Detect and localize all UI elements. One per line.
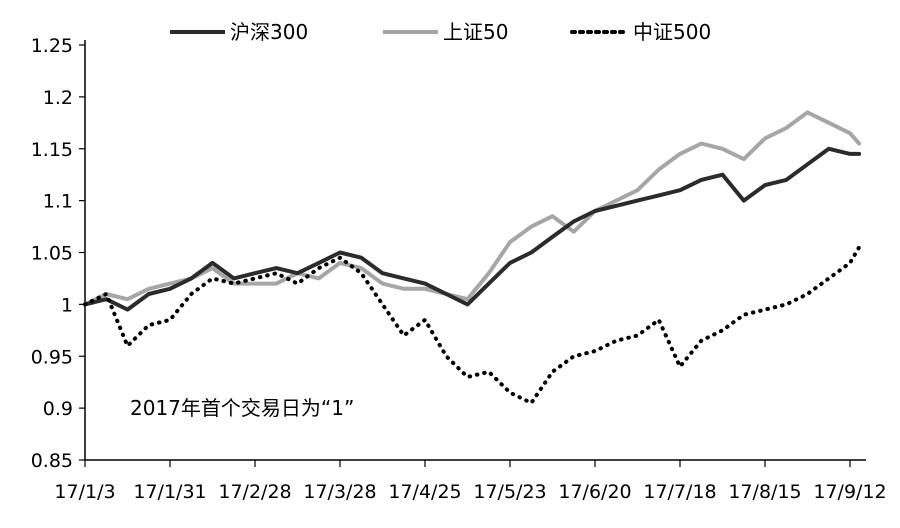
x-tick-label: 17/2/28 <box>218 481 291 503</box>
legend: 沪深300 上证50 中证500 <box>170 20 711 44</box>
y-tick-label: 1.15 <box>31 139 73 161</box>
legend-label-hs300: 沪深300 <box>230 20 308 44</box>
y-tick-label: 0.95 <box>31 346 73 368</box>
chart-annotation: 2017年首个交易日为“1” <box>130 396 354 420</box>
x-tick-label: 17/7/18 <box>643 481 716 503</box>
series-line-hs300 <box>83 146 862 312</box>
series-layer <box>83 110 862 405</box>
y-tick-label: 1.2 <box>43 87 73 109</box>
y-tick-label: 1.1 <box>43 191 73 213</box>
y-axis-ticks: 0.85 0.9 0.95 1 1.05 1.1 1.15 1.2 1.25 <box>31 35 85 472</box>
legend-label-zz500: 中证500 <box>633 20 711 44</box>
x-tick-label: 17/1/3 <box>54 481 115 503</box>
series-line-sz50 <box>83 110 862 307</box>
y-tick-label: 1.05 <box>31 243 73 265</box>
series-line-zz500 <box>83 245 862 405</box>
y-tick-label: 1.25 <box>31 35 73 57</box>
x-tick-label: 17/8/15 <box>728 481 801 503</box>
x-tick-label: 17/3/28 <box>303 481 376 503</box>
x-tick-label: 17/6/20 <box>558 481 631 503</box>
y-tick-label: 0.85 <box>31 450 73 472</box>
x-tick-label: 17/9/12 <box>813 481 886 503</box>
x-axis-ticks: 17/1/3 17/1/31 17/2/28 17/3/28 17/4/25 17/5/2… <box>54 460 887 503</box>
y-tick-label: 1 <box>61 294 73 316</box>
y-tick-label: 0.9 <box>43 398 73 420</box>
x-tick-label: 17/4/25 <box>388 481 461 503</box>
x-tick-label: 17/5/23 <box>473 481 546 503</box>
x-tick-label: 17/1/31 <box>133 481 206 503</box>
legend-label-sz50: 上证50 <box>443 20 508 44</box>
